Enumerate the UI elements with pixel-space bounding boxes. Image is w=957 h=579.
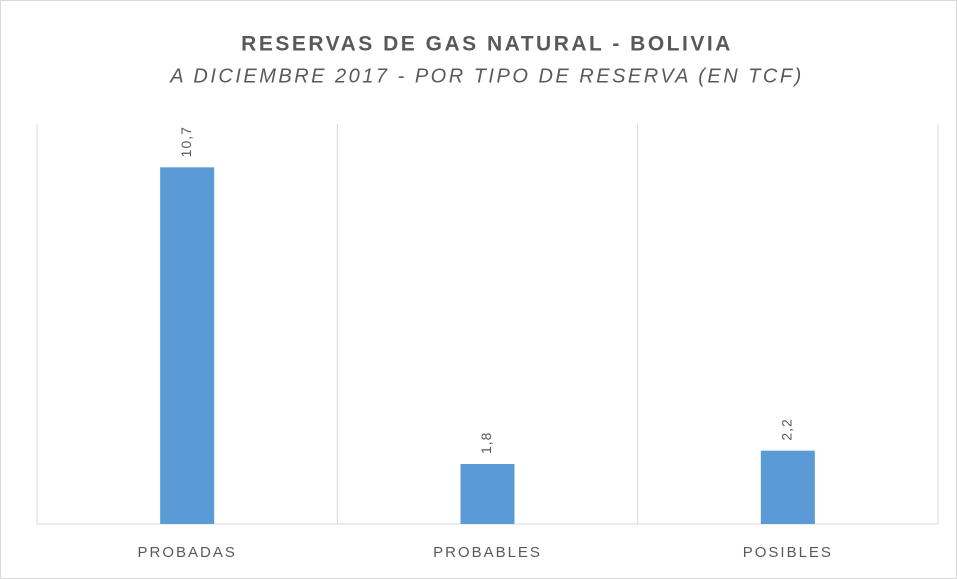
bar [160, 167, 215, 525]
bar [460, 464, 515, 524]
x-tick-label: PROBADAS [137, 544, 236, 561]
data-label: 10,7 [178, 126, 194, 157]
data-label: 2,2 [779, 418, 795, 440]
x-tick-label: POSIBLES [743, 544, 833, 561]
chart-subtitle: A DICIEMBRE 2017 - POR TIPO DE RESERVA (… [169, 65, 804, 87]
x-tick-label: PROBABLES [433, 544, 542, 561]
chart-title: RESERVAS DE GAS NATURAL - BOLIVIA [241, 33, 733, 56]
bar [760, 450, 815, 524]
data-label: 1,8 [478, 432, 494, 454]
